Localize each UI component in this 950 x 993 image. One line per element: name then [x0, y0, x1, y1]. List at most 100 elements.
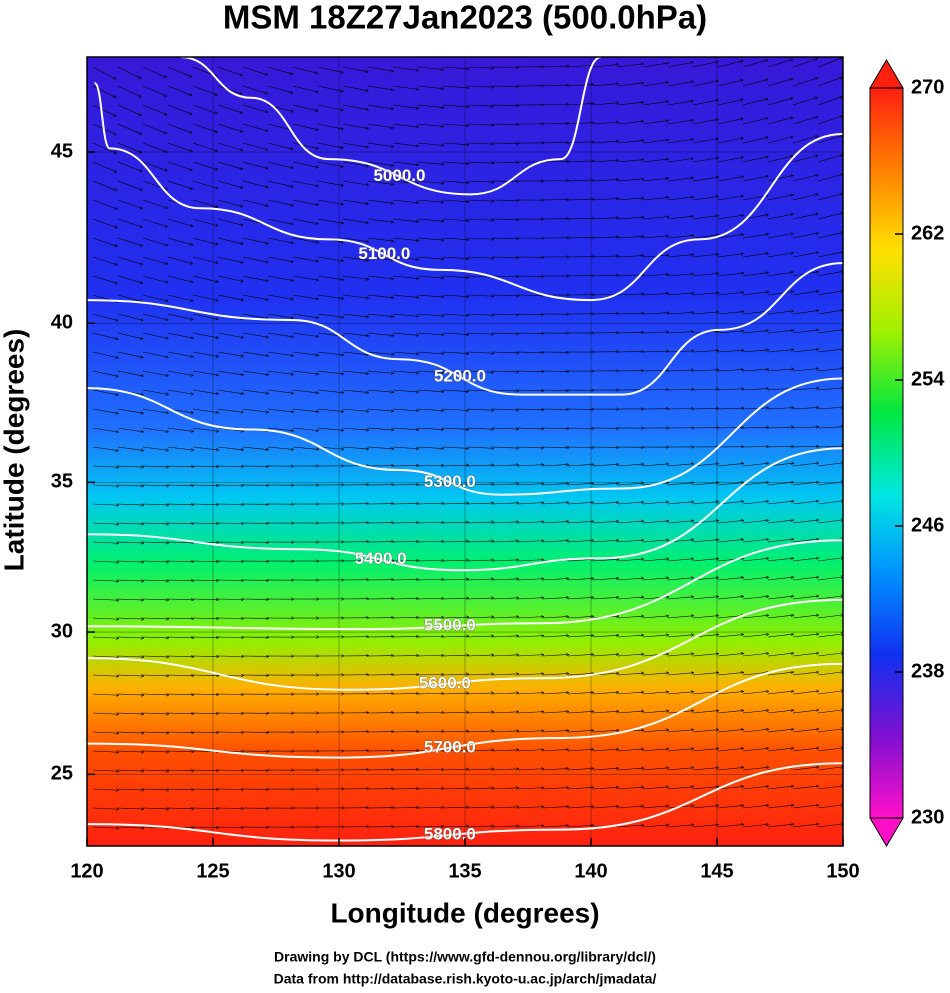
wind-arrow: [517, 750, 544, 752]
wind-arrow: [717, 805, 744, 809]
wind-arrow: [792, 175, 818, 182]
wind-arrow: [417, 769, 444, 770]
contour-label: 5600.0: [419, 674, 471, 693]
wind-arrow: [217, 427, 244, 431]
wind-arrow: [617, 673, 644, 676]
wind-arrow: [417, 560, 444, 561]
wind-arrow: [542, 180, 569, 181]
wind-arrow: [792, 194, 818, 201]
wind-arrow: [567, 730, 594, 733]
wind-arrow: [117, 561, 144, 562]
wind-arrow: [767, 596, 794, 600]
wind-arrow: [442, 85, 469, 88]
wind-arrow: [642, 673, 669, 676]
wind-arrow: [717, 157, 744, 163]
wind-arrow: [267, 332, 294, 337]
wind-arrow: [417, 351, 444, 354]
wind-arrow: [492, 712, 519, 713]
wind-arrow: [467, 484, 494, 485]
wind-arrow: [717, 389, 744, 390]
colorbar-tick-label: 238: [911, 660, 944, 682]
wind-arrow: [167, 123, 192, 133]
wind-arrow: [717, 138, 743, 144]
wind-arrow: [392, 617, 419, 618]
wind-arrow: [92, 427, 119, 432]
wind-arrow: [142, 523, 169, 524]
wind-arrow: [92, 827, 119, 828]
wind-arrow: [617, 711, 644, 714]
wind-arrow: [367, 294, 394, 298]
wind-arrow: [267, 351, 294, 356]
wind-arrow: [142, 713, 169, 714]
wind-arrow: [442, 826, 469, 827]
y-tick-label: 35: [51, 471, 73, 493]
wind-arrow: [417, 199, 444, 202]
wind-arrow: [392, 522, 419, 523]
wind-arrow: [367, 218, 394, 222]
wind-arrow: [592, 768, 619, 771]
wind-arrow: [592, 218, 619, 220]
wind-arrow: [717, 312, 744, 315]
wind-arrow: [417, 465, 444, 466]
wind-arrow: [542, 635, 569, 638]
wind-arrow: [692, 749, 719, 752]
wind-arrow: [317, 427, 344, 430]
contour-line: [87, 598, 843, 691]
wind-arrow: [392, 465, 419, 466]
wind-arrow: [167, 751, 194, 752]
wind-arrow: [742, 157, 768, 163]
wind-arrow: [92, 66, 116, 80]
wind-arrow: [342, 85, 369, 91]
wind-arrow: [217, 237, 243, 244]
wind-arrow: [242, 161, 268, 169]
wind-arrow: [392, 446, 419, 449]
contour-line: [87, 377, 843, 496]
wind-arrow: [617, 521, 644, 524]
wind-arrow: [142, 275, 168, 283]
wind-arrow: [317, 351, 344, 355]
wind-arrow: [417, 332, 444, 335]
wind-arrow: [442, 750, 469, 751]
wind-arrow: [567, 711, 594, 714]
wind-arrow: [417, 427, 444, 430]
wind-arrow: [642, 654, 669, 657]
wind-arrow: [642, 274, 669, 277]
colorbar-tick-label: 230: [911, 806, 944, 828]
wind-arrow: [92, 351, 118, 358]
colorbar-scale: [869, 87, 904, 819]
wind-arrow: [117, 523, 144, 524]
wind-arrow: [642, 768, 669, 771]
wind-arrow: [517, 484, 544, 486]
wind-arrow: [467, 105, 494, 106]
wind-arrow: [467, 465, 494, 466]
wind-arrow: [817, 97, 843, 106]
wind-arrow: [492, 105, 519, 106]
wind-arrow: [742, 273, 769, 277]
wind-arrow: [342, 351, 369, 355]
wind-arrow: [667, 139, 694, 144]
wind-arrow: [292, 446, 319, 449]
wind-arrow: [642, 787, 669, 790]
credit: Drawing by DCL (https://www.gfd-dennou.o…: [274, 949, 656, 965]
y-axis-label: Latitude (degrees): [0, 329, 29, 572]
wind-arrow: [767, 369, 794, 372]
wind-arrow: [117, 808, 144, 809]
wind-arrow: [192, 485, 219, 486]
wind-arrow: [792, 407, 819, 410]
wind-arrow: [442, 294, 469, 297]
wind-arrow: [717, 176, 744, 182]
wind-arrow: [142, 789, 169, 790]
wind-arrow: [792, 520, 819, 524]
wind-arrow: [692, 81, 718, 87]
wind-arrow: [492, 276, 519, 277]
wind-arrow: [642, 82, 669, 87]
wind-arrow: [267, 370, 294, 375]
wind-arrow: [192, 637, 219, 638]
wind-arrow: [817, 368, 843, 372]
wind-arrow: [742, 634, 769, 638]
wind-arrow: [92, 408, 119, 414]
wind-arrow: [517, 674, 544, 676]
wind-arrow: [242, 370, 269, 375]
wind-arrow: [442, 256, 469, 259]
x-tick-label: 135: [448, 860, 481, 882]
